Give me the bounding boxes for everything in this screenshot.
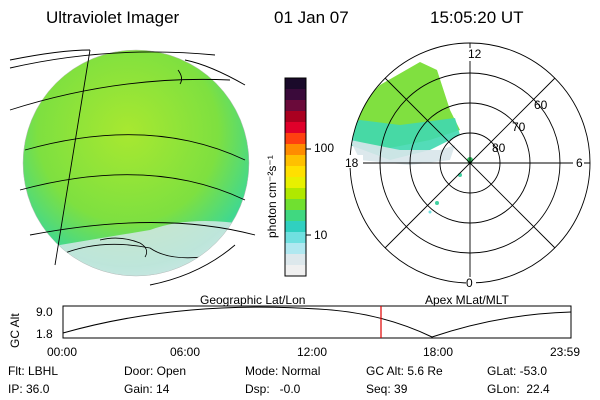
- geographic-label: Geographic Lat/Lon: [200, 293, 306, 307]
- status-ip: IP: 36.0: [8, 382, 50, 396]
- altitude-xtick-2359: 23:59: [550, 345, 581, 359]
- polar-grid: [349, 42, 591, 284]
- mlt-label-6: 6: [576, 156, 583, 170]
- status-mode: Mode: Normal: [245, 364, 321, 378]
- status-filter: Flt: LBHL: [8, 364, 59, 378]
- time-label: 15:05:20 UT: [430, 8, 524, 27]
- colorbar-stripe: [285, 177, 306, 189]
- colorbar-stripe: [285, 122, 306, 134]
- status-glat: GLat: -53.0: [487, 364, 548, 378]
- mlat-label-70: 70: [512, 120, 526, 134]
- colorbar-stripe: [285, 155, 306, 167]
- app-title: Ultraviolet Imager: [46, 8, 180, 27]
- status-glon: GLon: 22.4: [487, 382, 550, 396]
- colorbar-tick-10: 10: [314, 228, 328, 242]
- mlt-label-12: 12: [468, 47, 482, 61]
- date-label: 01 Jan 07: [274, 8, 349, 27]
- colorbar-stripe: [285, 232, 306, 244]
- status-gain: Gain: 14: [124, 382, 170, 396]
- colorbar-stripe: [285, 243, 306, 255]
- altitude-ytick-1.8: 1.8: [36, 327, 53, 341]
- colorbar: [285, 78, 306, 277]
- colorbar-stripe: [285, 89, 306, 101]
- colorbar-stripe: [285, 78, 306, 90]
- apex-label: Apex MLat/MLT: [425, 293, 509, 307]
- colorbar-stripe: [285, 199, 306, 211]
- colorbar-stripe: [285, 111, 306, 123]
- colorbar-stripe: [285, 265, 306, 277]
- altitude-xtick-0600: 06:00: [170, 345, 201, 359]
- polar-plot: [350, 62, 473, 214]
- mlt-label-0: 0: [466, 276, 473, 290]
- altitude-ylabel: GC Alt: [8, 313, 22, 348]
- mlt-label-18: 18: [345, 156, 359, 170]
- mlat-label-80: 80: [492, 141, 506, 155]
- status-dsp: Dsp: -0.0: [245, 382, 301, 396]
- status-seq: Seq: 39: [366, 382, 408, 396]
- colorbar-stripe: [285, 166, 306, 178]
- globe-grid: [9, 49, 256, 286]
- colorbar-unit-label: photon cm⁻²s⁻¹: [265, 155, 279, 238]
- colorbar-stripe: [285, 221, 306, 233]
- colorbar-stripe: [285, 133, 306, 145]
- mlat-label-60: 60: [534, 98, 548, 112]
- altitude-xtick-0000: 00:00: [47, 345, 78, 359]
- colorbar-stripe: [285, 100, 306, 112]
- status-door: Door: Open: [124, 364, 187, 378]
- altitude-plot: [62, 305, 572, 339]
- altitude-xtick-1200: 12:00: [297, 345, 328, 359]
- colorbar-stripe: [285, 254, 306, 266]
- colorbar-tick-100: 100: [314, 141, 335, 155]
- status-gc-alt: GC Alt: 5.6 Re: [366, 364, 443, 378]
- altitude-ytick-9: 9.0: [36, 305, 53, 319]
- colorbar-stripe: [285, 210, 306, 222]
- altitude-xtick-1800: 18:00: [423, 345, 454, 359]
- colorbar-stripe: [285, 188, 306, 200]
- colorbar-stripe: [285, 144, 306, 156]
